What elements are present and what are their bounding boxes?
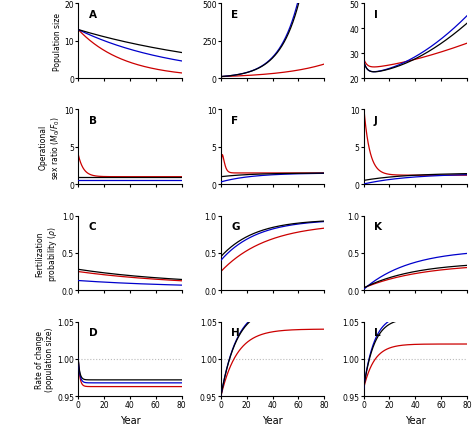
Text: K: K (374, 221, 382, 231)
Text: L: L (374, 327, 381, 337)
Text: J: J (374, 116, 378, 125)
X-axis label: Year: Year (119, 415, 140, 425)
Y-axis label: Rate of change
(population size): Rate of change (population size) (35, 327, 54, 391)
Y-axis label: Fertilization
probability ($\rho$): Fertilization probability ($\rho$) (36, 226, 59, 281)
X-axis label: Year: Year (262, 415, 283, 425)
Y-axis label: Operational
sex ratio ($M_0/F_0$): Operational sex ratio ($M_0/F_0$) (38, 116, 62, 179)
Text: D: D (89, 327, 97, 337)
Text: E: E (231, 10, 238, 20)
Text: A: A (89, 10, 97, 20)
Text: F: F (231, 116, 238, 125)
Text: G: G (231, 221, 240, 231)
Text: C: C (89, 221, 96, 231)
Text: H: H (231, 327, 240, 337)
X-axis label: Year: Year (405, 415, 426, 425)
Y-axis label: Population size: Population size (53, 13, 62, 71)
Text: I: I (374, 10, 378, 20)
Text: B: B (89, 116, 97, 125)
